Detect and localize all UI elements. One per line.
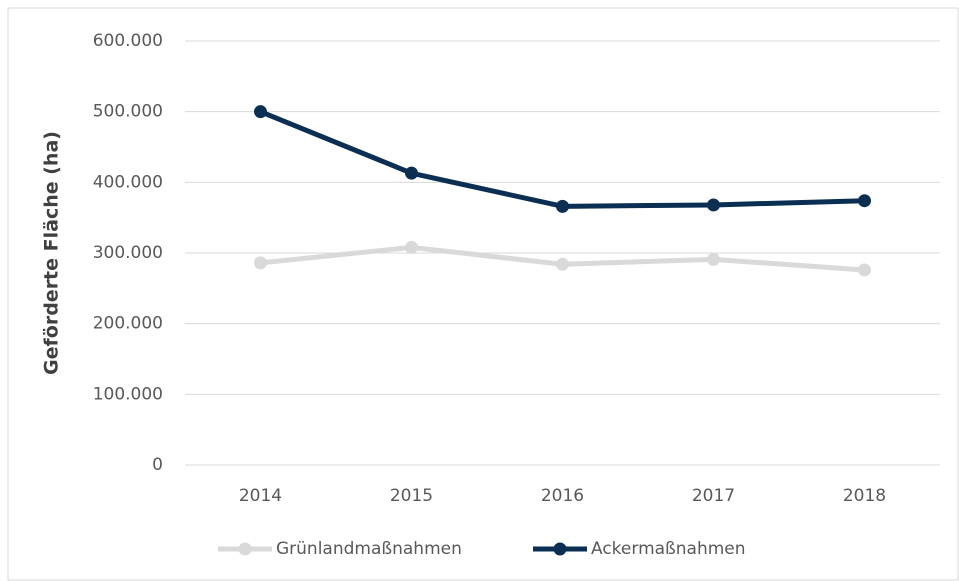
y-tick-label: 0: [152, 455, 163, 475]
data-point: [707, 198, 720, 212]
data-point: [556, 199, 569, 213]
y-tick-label: 300.000: [93, 243, 163, 263]
data-point: [254, 105, 267, 119]
data-point: [858, 194, 871, 208]
legend-label: Ackermaßnahmen: [591, 539, 746, 559]
data-point: [858, 263, 871, 277]
y-tick-label: 400.000: [93, 172, 163, 192]
y-tick-label: 600.000: [93, 31, 163, 51]
chart-border: [7, 7, 959, 581]
legend-label: Grünlandmaßnahmen: [276, 539, 462, 559]
x-tick-label: 2017: [692, 486, 735, 506]
x-tick-label: 2016: [541, 486, 584, 506]
y-axis-label: Geförderte Fläche (ha): [41, 131, 63, 375]
data-point: [556, 257, 569, 271]
data-point: [405, 166, 418, 180]
y-tick-label: 500.000: [93, 102, 163, 122]
data-point: [254, 256, 267, 270]
data-point: [707, 252, 720, 266]
data-point: [405, 240, 418, 254]
x-tick-label: 2015: [390, 486, 433, 506]
y-tick-label: 200.000: [93, 314, 163, 334]
legend-marker: [238, 542, 252, 556]
legend-marker: [553, 542, 567, 556]
x-tick-label: 2018: [843, 486, 886, 506]
x-tick-label: 2014: [239, 486, 282, 506]
y-tick-label: 100.000: [93, 384, 163, 404]
